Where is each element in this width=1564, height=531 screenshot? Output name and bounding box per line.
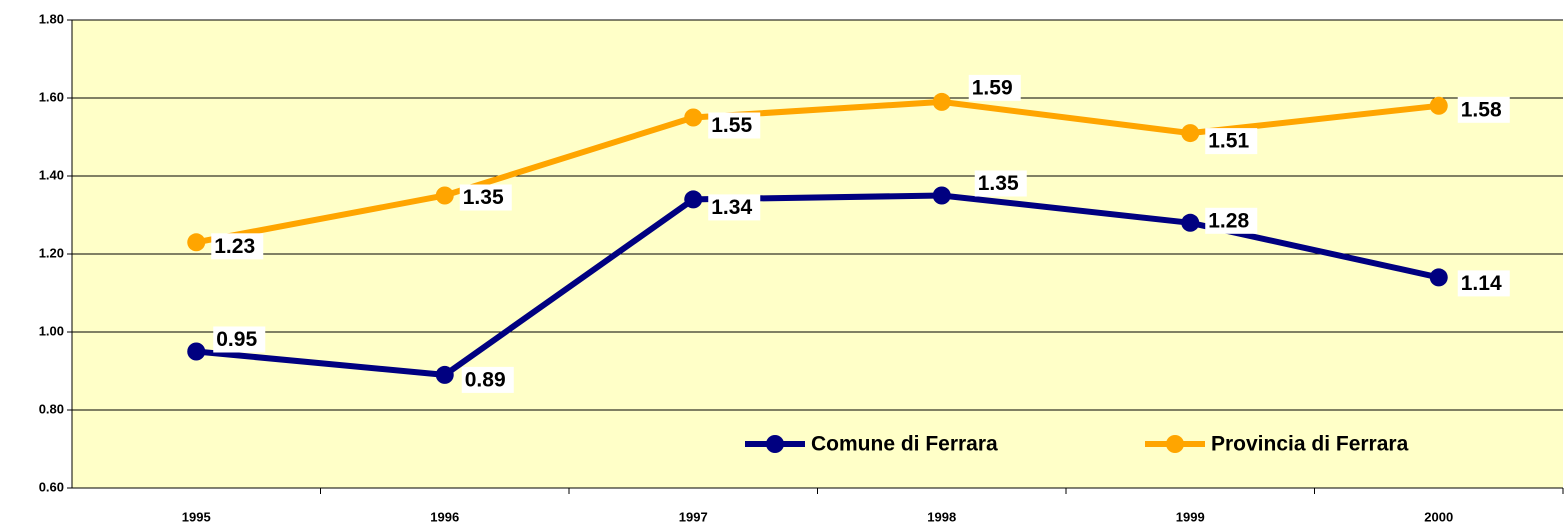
data-label: 1.55 <box>711 114 752 137</box>
x-tick-label: 1995 <box>182 509 211 524</box>
point <box>684 190 703 209</box>
legend-marker <box>766 435 784 453</box>
data-label: 1.59 <box>972 76 1013 99</box>
y-tick-label: 1.40 <box>39 167 64 182</box>
data-label-bg <box>708 112 761 139</box>
point <box>1429 268 1448 287</box>
data-label: 1.51 <box>1208 130 1249 153</box>
point <box>932 186 951 205</box>
data-label: 1.23 <box>214 235 255 258</box>
x-tick-label: 1999 <box>1176 509 1205 524</box>
point <box>932 92 951 111</box>
data-label: 1.58 <box>1461 98 1502 121</box>
data-label: 1.35 <box>463 186 504 209</box>
legend-label: Provincia di Ferrara <box>1211 433 1409 456</box>
data-label-bg <box>1205 207 1258 234</box>
y-tick-label: 1.60 <box>39 89 64 104</box>
point <box>187 233 206 252</box>
point <box>1181 124 1200 143</box>
data-label-bg <box>213 326 266 353</box>
data-label: 1.34 <box>711 196 752 219</box>
y-tick-label: 0.60 <box>39 479 64 494</box>
x-tick-label: 1997 <box>679 509 708 524</box>
point <box>435 186 454 205</box>
x-tick-label: 1996 <box>430 509 459 524</box>
data-label-bg <box>461 366 514 393</box>
x-tick-label: 2000 <box>1424 509 1453 524</box>
data-label-bg <box>968 74 1021 101</box>
data-label-bg <box>1457 270 1510 297</box>
data-label-bg <box>459 184 512 211</box>
data-label-bg <box>1205 128 1258 155</box>
point <box>1429 96 1448 115</box>
legend-marker <box>1166 435 1184 453</box>
y-tick-label: 1.00 <box>39 323 64 338</box>
data-label: 1.28 <box>1208 209 1249 232</box>
data-label: 1.14 <box>1461 272 1502 295</box>
data-label-bg <box>974 170 1027 197</box>
data-label-bg <box>211 233 264 260</box>
y-tick-label: 0.80 <box>39 401 64 416</box>
point <box>435 365 454 384</box>
data-label: 0.89 <box>465 368 506 391</box>
data-label: 1.35 <box>978 172 1019 195</box>
y-tick-label: 1.80 <box>39 11 64 26</box>
point <box>187 342 206 361</box>
point <box>1181 213 1200 232</box>
y-tick-label: 1.20 <box>39 245 64 260</box>
data-label-bg <box>1457 96 1510 123</box>
data-label: 0.95 <box>216 328 257 351</box>
point <box>684 108 703 127</box>
legend-label: Comune di Ferrara <box>811 433 998 456</box>
x-tick-label: 1998 <box>927 509 956 524</box>
data-label-bg <box>708 194 761 221</box>
